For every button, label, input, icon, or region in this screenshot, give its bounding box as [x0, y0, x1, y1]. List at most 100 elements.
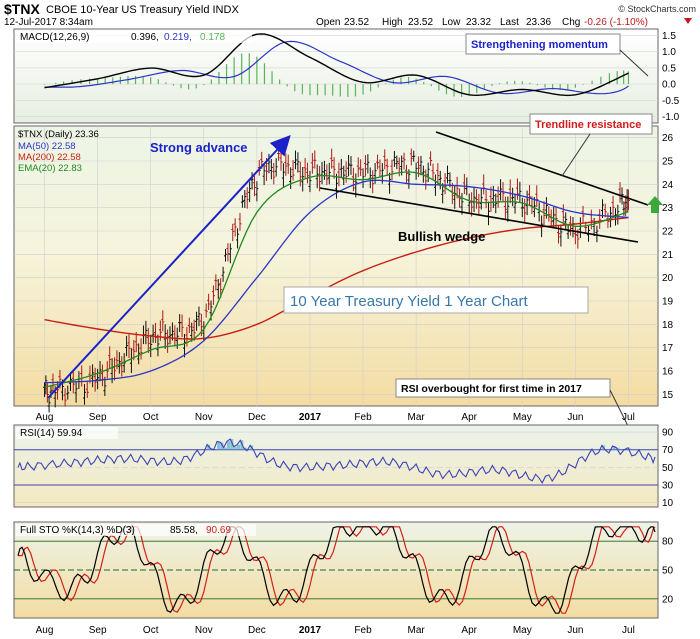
price-bar [236, 228, 240, 249]
price-bar [262, 162, 266, 186]
rsi-tick-label: 70 [662, 445, 674, 456]
price-bar [554, 207, 558, 228]
price-tick-label: 22 [662, 227, 674, 238]
price-bar [85, 380, 89, 398]
price-bar [137, 343, 141, 365]
price-bar [187, 317, 191, 333]
rsi-tick-label: 90 [662, 428, 674, 439]
stoch-x-label: Sep [89, 625, 107, 636]
price-y-axis: 26 25 24 23 22 21 20 19 18 17 16 15 [662, 133, 674, 401]
price-x-label: Jun [567, 412, 583, 423]
price-bar [125, 335, 129, 357]
stoch-d-line [18, 526, 656, 614]
macd-signal-line [44, 40, 629, 95]
price-bar [595, 225, 599, 243]
price-bar [293, 150, 297, 170]
ema20-line [44, 171, 629, 388]
price-bar [581, 205, 585, 224]
chg-label: Chg [562, 17, 580, 28]
price-bar [93, 367, 97, 392]
price-bar [214, 274, 218, 291]
stoch-x-label: May [513, 625, 532, 636]
last-value: 23.36 [526, 17, 551, 28]
wedge-upper-trendline [435, 131, 649, 206]
price-bar [134, 331, 138, 353]
price-bar [204, 303, 208, 318]
chart-date: 12-Jul-2017 8:34am [4, 17, 93, 28]
price-bar [460, 193, 464, 215]
symbol: $TNX [4, 1, 40, 17]
price-bar [528, 185, 532, 206]
price-bar [402, 152, 406, 170]
ma50-line [44, 179, 629, 384]
price-bar [431, 163, 435, 180]
rsi-y-axis: 90 70 50 30 10 [662, 428, 674, 510]
price-bar [224, 248, 228, 262]
macd-legend-hist: 0.178 [200, 32, 225, 43]
price-bar [503, 196, 507, 219]
price-legend-ema20: EMA(20) 22.83 [18, 163, 82, 174]
price-bar [359, 159, 363, 176]
up-arrow-icon [647, 196, 663, 213]
price-bar [117, 352, 121, 374]
macd-tick-label: 0.5 [662, 63, 676, 74]
price-bar [378, 159, 382, 177]
price-tick-label: 25 [662, 157, 674, 168]
stoch-legend-name: Full STO %K(14,3) %D(3) [20, 525, 135, 536]
price-tick-label: 21 [662, 250, 674, 261]
price-bar [600, 199, 604, 219]
price-bar [108, 346, 112, 369]
price-bar [392, 151, 396, 167]
price-tick-label: 17 [662, 343, 674, 354]
price-bar [515, 178, 519, 200]
stoch-x-label: Nov [195, 625, 213, 636]
price-bar [66, 385, 70, 400]
price-bar [458, 188, 462, 208]
price-bar [83, 384, 87, 405]
macd-legend-name: MACD(12,26,9) [20, 32, 89, 43]
price-tick-label: 15 [662, 390, 674, 401]
price-bar [388, 172, 392, 194]
price-bar [296, 152, 300, 173]
low-value: 23.32 [466, 17, 491, 28]
price-x-axis: Aug Sep Oct Nov Dec 2017 Feb Mar Apr May Jun Jul [36, 412, 635, 423]
price-x-label: Feb [354, 412, 372, 423]
price-tick-label: 16 [662, 367, 674, 378]
price-bar [494, 193, 498, 214]
low-label: Low [442, 17, 461, 28]
last-label: Last [500, 17, 519, 28]
price-bar [335, 173, 338, 199]
strong-advance-text: Strong advance [150, 140, 248, 155]
price-x-label: Aug [36, 412, 54, 423]
price-bar [115, 350, 119, 370]
rsi-tick-label: 10 [662, 498, 674, 509]
chg-value: -0.26 (-1.10%) [584, 17, 648, 28]
price-bar [573, 226, 577, 245]
strong-advance-arrow [47, 135, 291, 399]
price-bar [535, 185, 539, 208]
macd-tick-label: -1.0 [662, 112, 680, 123]
price-x-label: Dec [248, 412, 266, 423]
stoch-legend-d: 90.69 [206, 525, 231, 536]
price-bar [248, 181, 252, 203]
chart-title-box: 10 Year Treasury Yield 1 Year Chart [283, 286, 589, 314]
price-bar [154, 322, 158, 344]
macd-tick-label: 1.0 [662, 47, 676, 58]
price-bar [404, 164, 408, 184]
rsi-overbought-callout: RSI overbought for first time in 2017 [395, 378, 647, 463]
stoch-tick-label: 20 [662, 594, 674, 605]
price-bar [419, 155, 423, 176]
price-bar [211, 285, 215, 305]
price-bar [566, 224, 570, 239]
stoch-legend: Full STO %K(14,3) %D(3) 85.58, 90.69 [16, 524, 256, 536]
stoch-x-label: 2017 [299, 625, 322, 636]
price-bar [564, 212, 568, 229]
price-bar [161, 310, 165, 332]
price-bar [144, 320, 148, 345]
stoch-tick-label: 80 [662, 537, 674, 548]
price-bar [366, 154, 370, 174]
down-triangle-icon [684, 18, 692, 24]
price-bar [156, 334, 160, 357]
price-x-label: Apr [461, 412, 477, 423]
